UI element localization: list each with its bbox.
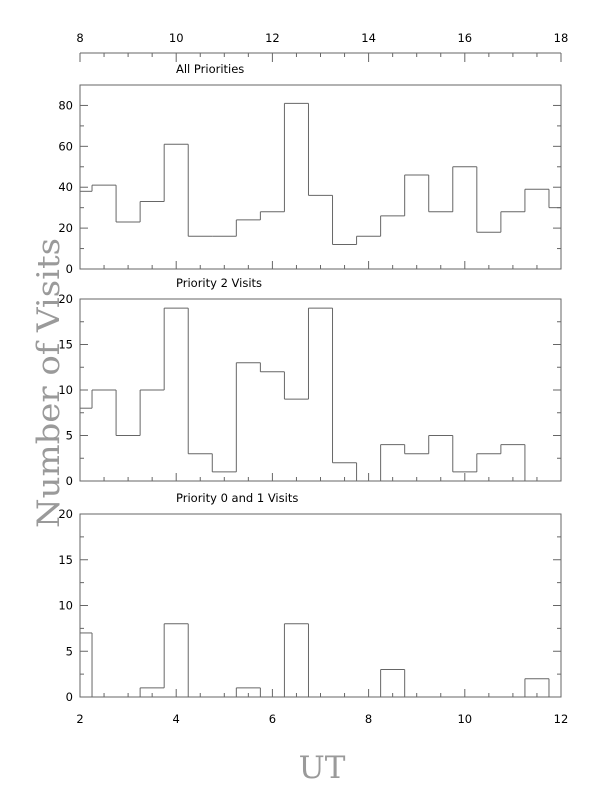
- top-tick-label: 18: [554, 31, 569, 45]
- y-tick-label: 0: [66, 262, 73, 276]
- y-tick-label: 5: [66, 429, 73, 443]
- bottom-tick-label: 2: [76, 712, 83, 726]
- top-tick-label: 16: [457, 31, 472, 45]
- y-tick-label: 40: [58, 180, 73, 194]
- top-tick-label: 12: [265, 31, 280, 45]
- y-tick-label: 10: [58, 383, 73, 397]
- top-tick-label: 8: [76, 31, 83, 45]
- top-tick-label: 14: [361, 31, 376, 45]
- panel-frame: [79, 84, 562, 270]
- panel-2: Priority 2 Visits 0 5 10 15 20: [58, 276, 562, 488]
- panel-title: Priority 2 Visits: [176, 276, 262, 290]
- bottom-tick-label: 12: [554, 712, 569, 726]
- y-tick-label: 80: [58, 98, 73, 112]
- y-tick-label: 15: [58, 338, 73, 352]
- panel-1: All Priorities 0 20 40 60 80: [58, 62, 562, 276]
- x-axis-label: UT: [299, 750, 346, 786]
- y-tick-label: 20: [58, 221, 73, 235]
- y-tick-label: 0: [66, 474, 73, 488]
- panel-title: All Priorities: [176, 62, 244, 76]
- y-tick-label: 20: [58, 507, 73, 521]
- bottom-tick-label: 8: [365, 712, 372, 726]
- y-tick-label: 10: [58, 599, 73, 613]
- panel-frame: [79, 513, 562, 698]
- bottom-tick-label: 6: [269, 712, 276, 726]
- bottom-ut-axis: 2 4 6 8 10 12: [76, 712, 568, 726]
- y-tick-label: 5: [66, 644, 73, 658]
- bottom-tick-label: 4: [173, 712, 180, 726]
- y-tick-label: 0: [66, 690, 73, 704]
- panel-3: Priority 0 and 1 Visits 0 5 10 15 20: [58, 491, 562, 704]
- top-ut-axis: 8 10 12 14 16 18: [76, 31, 568, 62]
- y-tick-label: 15: [58, 553, 73, 567]
- bottom-tick-label: 10: [457, 712, 472, 726]
- top-tick-label: 10: [169, 31, 184, 45]
- histogram-panels: All Priorities 0 20 40 60 80 Priority 2 Visits…: [58, 62, 562, 704]
- y-axis-label: Number of Visits: [31, 238, 67, 528]
- panel-title: Priority 0 and 1 Visits: [176, 491, 298, 505]
- y-tick-label: 60: [58, 139, 73, 153]
- y-tick-label: 20: [58, 292, 73, 306]
